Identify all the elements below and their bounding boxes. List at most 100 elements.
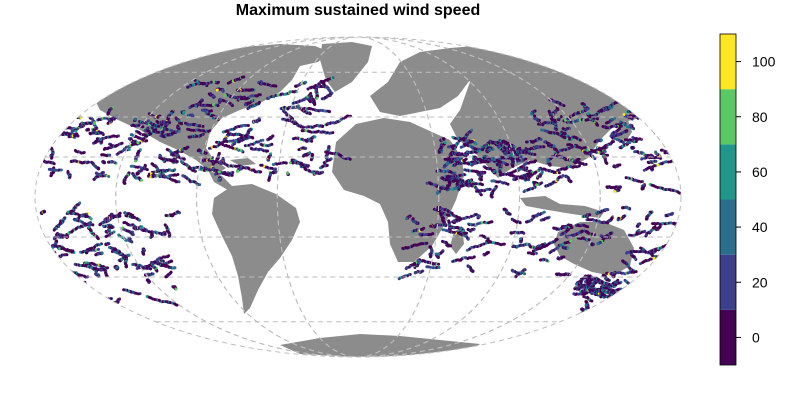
- track-point: [41, 129, 45, 133]
- track-point: [669, 112, 673, 116]
- track-point: [62, 113, 66, 117]
- track-point: [667, 117, 671, 121]
- track-point: [675, 107, 679, 111]
- track-point: [212, 94, 216, 98]
- track-point: [672, 118, 676, 122]
- track-point: [73, 112, 77, 116]
- track-point: [219, 97, 222, 101]
- track-point: [643, 112, 647, 115]
- track-point: [40, 134, 44, 138]
- track-point: [51, 114, 55, 117]
- track-point: [684, 119, 687, 122]
- track-point: [35, 147, 38, 151]
- track-point: [677, 120, 681, 124]
- track-point: [675, 107, 679, 111]
- track-point: [158, 153, 162, 157]
- track-point: [215, 140, 219, 144]
- track-point: [62, 116, 66, 120]
- track-point: [679, 120, 681, 124]
- track-point: [577, 157, 581, 161]
- track-point: [618, 163, 622, 167]
- track-point: [236, 169, 240, 173]
- track-point: [540, 128, 543, 132]
- track-point: [647, 117, 651, 121]
- track-point: [646, 109, 650, 113]
- track-point: [38, 115, 42, 119]
- track-point: [662, 119, 666, 123]
- track-point: [102, 147, 106, 151]
- track-point: [635, 105, 639, 109]
- track-point: [146, 119, 150, 123]
- track-point: [46, 133, 50, 137]
- track-point: [344, 157, 348, 161]
- track-point: [74, 114, 78, 118]
- track-point: [672, 147, 676, 151]
- track-point: [39, 115, 43, 119]
- track-point: [35, 117, 38, 120]
- track-point: [667, 117, 670, 121]
- track-point: [304, 80, 308, 84]
- track-point: [258, 93, 262, 97]
- track-point: [214, 172, 217, 176]
- track-point: [40, 113, 44, 117]
- track-point: [654, 129, 658, 133]
- track-point: [42, 133, 46, 137]
- track-point: [687, 120, 690, 123]
- track-point: [50, 156, 53, 160]
- track-point: [645, 111, 649, 115]
- track-point: [242, 75, 246, 79]
- track-point: [330, 91, 334, 95]
- track-point: [44, 133, 48, 137]
- track-point: [655, 129, 659, 133]
- track-point: [348, 157, 352, 161]
- track-point: [259, 163, 263, 167]
- track-point: [233, 141, 237, 145]
- track-point: [41, 114, 45, 118]
- track-point: [648, 166, 652, 170]
- track-point: [678, 120, 681, 124]
- track-point: [100, 153, 104, 157]
- track-point: [61, 111, 65, 115]
- track-point: [664, 119, 668, 123]
- track-point: [42, 118, 46, 122]
- track-point: [650, 99, 654, 103]
- track-point: [654, 130, 658, 134]
- track-point: [646, 98, 650, 102]
- track-point: [35, 117, 36, 121]
- track-point: [479, 193, 483, 197]
- track-point: [246, 124, 250, 127]
- track-point: [659, 133, 663, 137]
- track-point: [632, 108, 636, 112]
- track-point: [643, 102, 647, 106]
- track-point: [630, 108, 634, 112]
- track-point: [548, 131, 552, 135]
- track-point: [53, 115, 57, 119]
- track-point: [645, 111, 649, 115]
- track-point: [69, 112, 73, 116]
- track-point: [664, 119, 668, 123]
- track-point: [266, 149, 270, 153]
- track-point: [645, 116, 648, 120]
- land-new-zealand: [642, 272, 660, 296]
- track-point: [63, 116, 67, 120]
- track-point: [467, 184, 471, 188]
- track-point: [40, 121, 44, 125]
- track-point: [52, 162, 56, 166]
- track-point: [47, 129, 51, 133]
- track-point: [669, 111, 673, 115]
- track-point: [639, 114, 643, 118]
- track-point: [665, 119, 669, 123]
- track-point: [38, 116, 42, 120]
- track-point: [59, 168, 63, 172]
- track-point: [638, 114, 642, 118]
- track-point: [54, 107, 58, 111]
- track-point: [35, 147, 36, 151]
- track-point: [51, 111, 55, 115]
- track-point: [82, 151, 86, 154]
- track-point: [601, 125, 605, 128]
- track-point: [212, 80, 215, 84]
- track-point: [31, 148, 34, 151]
- track-point: [481, 148, 485, 152]
- track-point: [648, 109, 652, 113]
